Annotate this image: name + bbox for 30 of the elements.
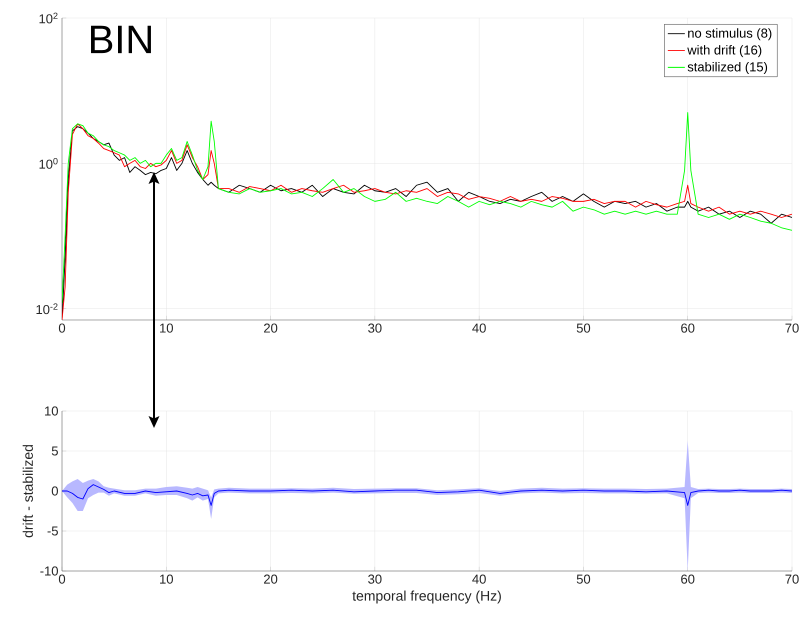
- x-tick-label: 10: [160, 574, 173, 584]
- x-tick-label: 20: [264, 574, 278, 584]
- x-tick-label: 40: [472, 574, 486, 584]
- y-tick-label: -5: [48, 526, 58, 536]
- y-tick-label: 10: [45, 406, 58, 416]
- y-tick-label: 10$^{-2}$: [36, 303, 58, 314]
- y-axis-title: drift - stabilized: [22, 445, 33, 538]
- x-tick-label: 0: [58, 574, 66, 584]
- x-tick-label: 70: [785, 324, 799, 333]
- x-tick-label: 70: [785, 574, 799, 584]
- x-tick-label: 30: [368, 324, 382, 333]
- y-tick-label: 10$^{0}$: [40, 158, 58, 169]
- y-tick-label: 5: [52, 446, 58, 456]
- x-tick-label: 60: [681, 324, 694, 333]
- x-tick-label: 20: [264, 324, 278, 333]
- x-tick-label: 10: [160, 324, 173, 333]
- y-tick-label: 0: [52, 486, 58, 496]
- legend-label: with drift (16): [687, 45, 762, 58]
- x-axis-title: temporal frequency (Hz): [352, 590, 501, 604]
- x-tick-label: 40: [472, 324, 486, 333]
- x-tick-label: 0: [58, 324, 66, 333]
- y-tick-label: 10$^{2}$: [40, 12, 58, 24]
- annotation: BIN: [91, 26, 151, 54]
- x-tick-label: 50: [576, 574, 590, 584]
- y-tick-label: -10: [40, 566, 58, 576]
- x-tick-label: 60: [681, 574, 694, 584]
- legend-label: stabilized (15): [688, 62, 768, 74]
- legend-label: no stimulus (8): [688, 28, 772, 40]
- x-tick-label: 30: [368, 574, 382, 584]
- x-tick-label: 50: [576, 324, 590, 333]
